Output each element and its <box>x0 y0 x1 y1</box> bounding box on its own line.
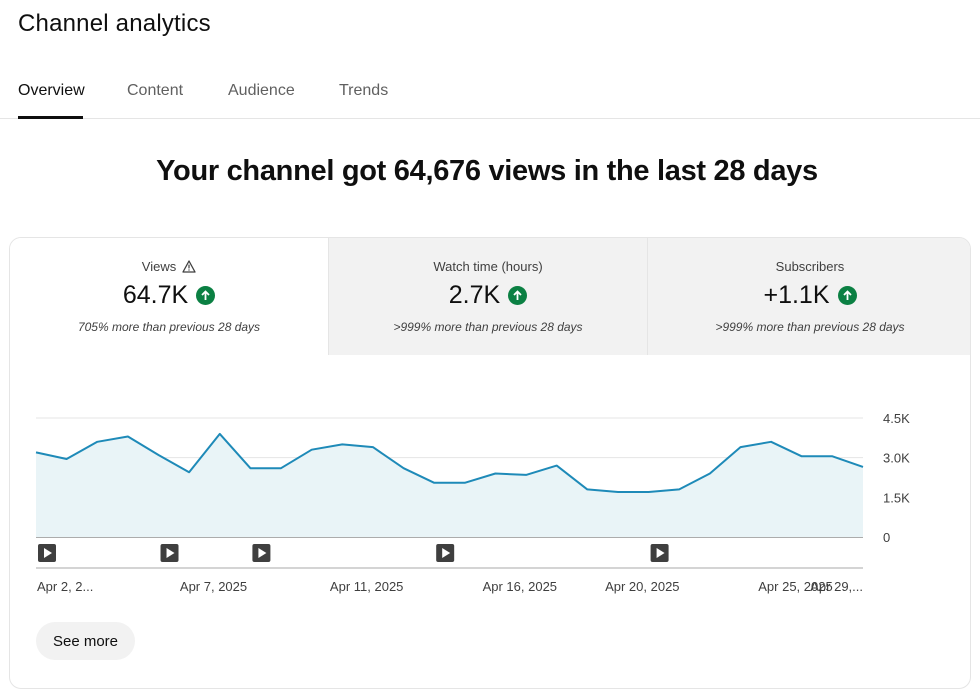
data-point[interactable] <box>217 431 223 437</box>
data-point[interactable] <box>156 452 162 458</box>
x-tick-label: Apr 29,... <box>810 579 863 594</box>
page-title: Channel analytics <box>18 10 211 37</box>
data-point[interactable] <box>646 489 652 495</box>
data-point[interactable] <box>247 465 253 471</box>
data-point[interactable] <box>370 444 376 450</box>
data-point[interactable] <box>829 453 835 459</box>
play-icon <box>656 548 665 558</box>
x-tick-label: Apr 2, 2... <box>37 579 93 594</box>
metric-value-row: 64.7K <box>10 280 328 310</box>
y-tick-label: 4.5K <box>883 411 910 426</box>
data-point[interactable] <box>401 465 407 471</box>
metric-card-watch-time[interactable]: Watch time (hours) 2.7K >999% more than … <box>328 238 647 355</box>
metric-change-subscribers: >999% more than previous 28 days <box>715 320 905 334</box>
play-icon <box>44 548 52 558</box>
y-tick-label: 0 <box>883 530 890 545</box>
data-point[interactable] <box>615 489 621 495</box>
arrow-up-icon <box>196 285 216 305</box>
play-icon <box>258 548 267 558</box>
metric-label-views: Views <box>141 259 177 274</box>
metric-value-subscribers: +1.1K <box>763 280 830 309</box>
data-point[interactable] <box>278 465 284 471</box>
data-point[interactable] <box>33 449 39 455</box>
metric-card-subscribers[interactable]: Subscribers +1.1K >999% more than previo… <box>647 238 970 355</box>
play-icon <box>166 548 175 558</box>
arrow-up-icon <box>837 285 857 305</box>
data-point[interactable] <box>186 469 192 475</box>
data-point[interactable] <box>737 444 743 450</box>
metric-value-row: +1.1K <box>648 280 970 310</box>
tab-content[interactable]: Content <box>127 82 184 99</box>
analytics-card: Views 64.7K 705% more than previous 28 d… <box>9 237 971 689</box>
data-point[interactable] <box>339 441 345 447</box>
data-point[interactable] <box>64 456 70 462</box>
views-headline: Your channel got 64,676 views in the las… <box>156 155 818 187</box>
data-point[interactable] <box>676 486 682 492</box>
see-more-button[interactable]: See more <box>36 622 135 660</box>
data-point[interactable] <box>584 486 590 492</box>
metric-change-watch-time: >999% more than previous 28 days <box>393 320 583 334</box>
y-tick-label: 1.5K <box>883 490 910 505</box>
tab-trends[interactable]: Trends <box>339 82 389 99</box>
metric-value-watch-time: 2.7K <box>448 280 501 309</box>
data-point[interactable] <box>860 464 866 470</box>
metric-label-row: Views <box>10 259 328 276</box>
tab-overview[interactable]: Overview <box>18 82 85 99</box>
data-point[interactable] <box>462 480 468 486</box>
arrow-up-icon <box>508 285 528 305</box>
x-tick-label: Apr 20, 2025 <box>605 579 679 594</box>
data-point[interactable] <box>125 434 131 440</box>
x-tick-label: Apr 25, 2025 <box>758 579 832 594</box>
metric-value-views: 64.7K <box>122 280 189 309</box>
data-point[interactable] <box>94 439 100 445</box>
tab-bar: Overview Content Audience Trends <box>0 70 980 119</box>
y-tick-label: 3.0K <box>883 451 910 466</box>
play-icon <box>442 548 451 558</box>
data-point[interactable] <box>431 480 437 486</box>
metric-label-watch-time: Watch time (hours) <box>433 259 543 274</box>
metric-label-subscribers: Subscribers <box>775 259 845 274</box>
metric-value-row: 2.7K <box>329 280 647 310</box>
data-point[interactable] <box>707 471 713 477</box>
metric-change-views: 705% more than previous 28 days <box>77 320 261 334</box>
data-point[interactable] <box>554 463 560 469</box>
data-point[interactable] <box>309 447 315 453</box>
active-tab-underline <box>18 116 83 119</box>
views-line <box>35 432 864 493</box>
x-tick-label: Apr 7, 2025 <box>180 579 247 594</box>
metric-card-views[interactable]: Views 64.7K 705% more than previous 28 d… <box>10 238 328 355</box>
warning-triangle-icon <box>182 260 196 276</box>
tab-audience[interactable]: Audience <box>228 82 295 99</box>
data-point[interactable] <box>768 439 774 445</box>
x-tick-label: Apr 16, 2025 <box>483 579 557 594</box>
x-tick-label: Apr 11, 2025 <box>330 579 403 594</box>
data-point[interactable] <box>492 471 498 477</box>
data-point[interactable] <box>523 472 529 478</box>
views-chart: 4.5K 3.0K 1.5K 0 Apr 2, 2... Apr 7, 2025 Apr 1… <box>33 411 910 594</box>
data-point[interactable] <box>799 453 805 459</box>
